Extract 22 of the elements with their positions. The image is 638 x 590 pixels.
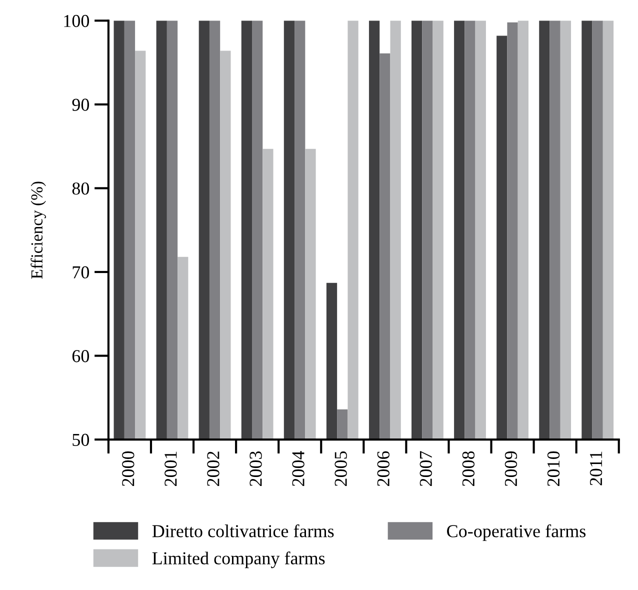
- y-tick-label: 100: [64, 14, 90, 28]
- x-tick-label: 2002: [207, 452, 220, 486]
- x-tick-label: 2003: [250, 451, 262, 486]
- x-tick-label: 2008: [462, 451, 475, 486]
- x-tick-label: 2009: [504, 451, 518, 486]
- y-tick-label: 60: [72, 350, 90, 362]
- y-tick-label: 50: [72, 434, 90, 446]
- legend-label: Limited company farms: [152, 552, 325, 568]
- x-tick-label: 2011: [590, 452, 602, 486]
- legend-label: Co-operative farms: [447, 524, 586, 541]
- y-tick-label: 70: [72, 266, 90, 278]
- y-tick-label: 80: [72, 182, 90, 195]
- x-tick-label: 2005: [334, 451, 347, 486]
- x-tick-label: 2004: [292, 450, 304, 486]
- y-tick-label: 90: [72, 98, 90, 111]
- x-tick-label: 2006: [377, 451, 390, 486]
- x-tick-label: 2001: [164, 452, 177, 486]
- legend-label: Diretto coltivatrice farms: [152, 524, 334, 538]
- x-tick-label: 2007: [420, 451, 432, 486]
- x-tick-label: 2000: [122, 451, 134, 486]
- y-axis-title: Efficiency (%): [30, 182, 46, 279]
- x-tick-label: 2010: [547, 451, 560, 486]
